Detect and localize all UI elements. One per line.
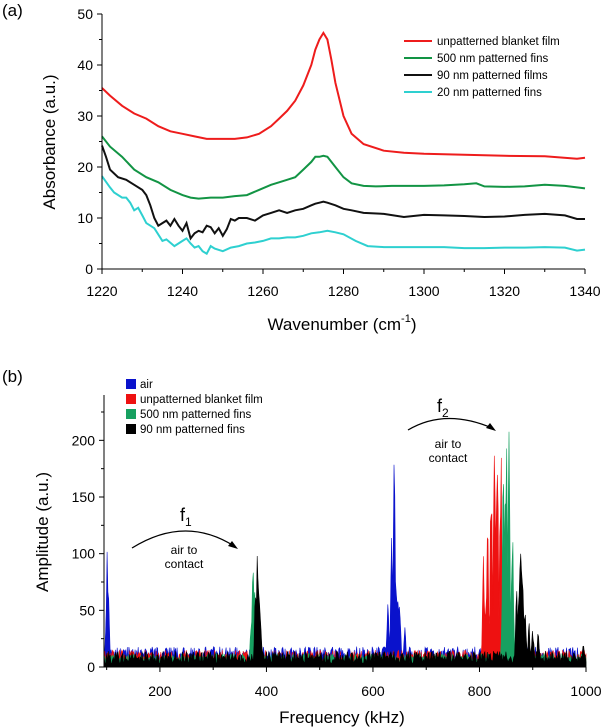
legend-label: 500 nm patterned fins (140, 409, 251, 421)
panel-b-xlabel: Frequency (kHz) (279, 708, 405, 727)
legend-label: 20 nm patterned fins (437, 87, 542, 99)
x-tick-label: 400 (255, 683, 279, 699)
series-line-2 (101, 135, 586, 200)
x-tick-label: 1000 (570, 683, 601, 699)
xlabel-end: ) (411, 315, 417, 334)
legend-swatch (126, 409, 136, 419)
annotation-f2-arrowhead (486, 423, 496, 431)
annotation-f1-symbol: f1 (180, 505, 192, 529)
x-tick-label: 1240 (167, 283, 198, 299)
y-tick-label: 40 (77, 57, 93, 73)
x-tick-label: 1260 (247, 283, 278, 299)
y-tick-label: 10 (77, 210, 93, 226)
series-line-4 (101, 175, 586, 256)
panel-b-label: (b) (2, 367, 23, 386)
x-tick-label: 200 (148, 683, 172, 699)
y-tick-label: 200 (72, 432, 96, 448)
panel-a-ylabel: Absorbance (a.u.) (40, 74, 59, 209)
xlabel-superscript: -1 (401, 313, 411, 325)
y-tick-label: 0 (85, 261, 93, 277)
legend-label: unpatterned blanket film (140, 394, 263, 406)
annotation-f2-symbol: f2 (437, 396, 449, 420)
series-line-3 (101, 145, 585, 241)
annotation-f2: f2 air to contact (407, 396, 496, 465)
panel-a-label: (a) (2, 1, 23, 20)
annotation-f1-line2: contact (165, 557, 204, 571)
y-tick-label: 50 (77, 6, 93, 22)
x-tick-label: 1220 (86, 283, 117, 299)
legend-label: 90 nm patterned fins (140, 424, 245, 436)
y-tick-label: 50 (79, 602, 95, 618)
annotation-f2-arrow (407, 417, 493, 431)
panel-b-ylabel: Amplitude (a.u.) (33, 472, 52, 592)
x-tick-label: 800 (468, 683, 492, 699)
legend-label: 500 nm patterned fins (437, 53, 548, 65)
annotation-f1: f1 air to contact (131, 505, 238, 571)
legend-swatch (126, 394, 136, 404)
x-tick-label: 1320 (489, 283, 520, 299)
y-tick-label: 30 (77, 108, 93, 124)
legend-label: 90 nm patterned films (437, 70, 548, 82)
annotation-f2-line2: contact (429, 451, 468, 465)
x-tick-label: 1280 (328, 283, 359, 299)
y-tick-label: 20 (77, 159, 93, 175)
x-tick-label: 600 (361, 683, 385, 699)
annotation-f2-line1: air to (435, 437, 462, 451)
y-tick-label: 100 (72, 546, 96, 562)
legend-label: air (140, 379, 153, 391)
spectrum-series-4 (103, 553, 587, 668)
xlabel-main: Wavenumber (cm (268, 315, 402, 334)
y-tick-label: 0 (87, 659, 95, 675)
panel-a-xlabel: Wavenumber (cm-1) (268, 313, 417, 334)
x-tick-label: 1340 (569, 283, 600, 299)
series-line-1 (101, 30, 586, 160)
x-tick-label: 1300 (408, 283, 439, 299)
legend-label: unpatterned blanket film (437, 36, 560, 48)
annotation-f1-arrowhead (228, 541, 238, 549)
annotation-f1-line1: air to (171, 543, 198, 557)
annotation-f1-arrow (131, 530, 235, 549)
legend-swatch (126, 379, 136, 389)
legend-swatch (126, 424, 136, 434)
y-tick-label: 150 (72, 489, 96, 505)
